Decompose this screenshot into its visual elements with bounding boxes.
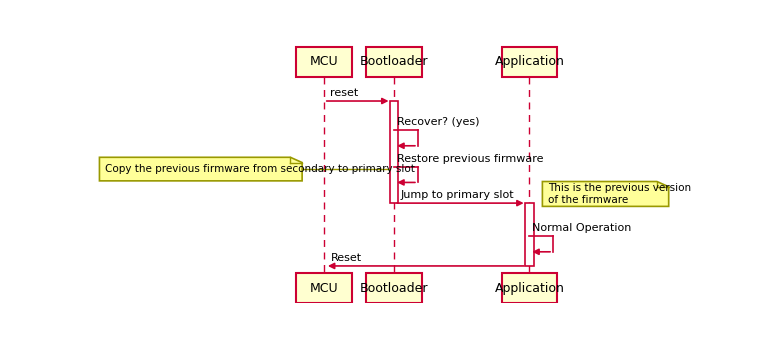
Text: Copy the previous firmware from secondary to primary slot: Copy the previous firmware from secondar…	[105, 164, 415, 174]
Text: Bootloader: Bootloader	[360, 55, 428, 68]
Polygon shape	[99, 157, 302, 181]
Text: Normal Operation: Normal Operation	[532, 223, 631, 233]
FancyBboxPatch shape	[366, 273, 422, 303]
FancyBboxPatch shape	[525, 203, 534, 266]
Text: Recover? (yes): Recover? (yes)	[397, 117, 480, 127]
Text: Application: Application	[494, 55, 565, 68]
Text: Restore previous firmware: Restore previous firmware	[397, 154, 543, 164]
Text: MCU: MCU	[309, 282, 338, 295]
Polygon shape	[543, 182, 669, 206]
FancyBboxPatch shape	[366, 47, 422, 77]
FancyBboxPatch shape	[296, 47, 352, 77]
Text: Reset: Reset	[331, 253, 362, 263]
Text: MCU: MCU	[309, 55, 338, 68]
Text: This is the previous version
of the firmware: This is the previous version of the firm…	[548, 183, 691, 205]
FancyBboxPatch shape	[502, 47, 557, 77]
FancyBboxPatch shape	[502, 273, 557, 303]
FancyBboxPatch shape	[390, 101, 399, 203]
Text: Bootloader: Bootloader	[360, 282, 428, 295]
Text: reset: reset	[330, 88, 358, 98]
Text: Application: Application	[494, 282, 565, 295]
FancyBboxPatch shape	[296, 273, 352, 303]
Text: Jump to primary slot: Jump to primary slot	[400, 190, 514, 200]
